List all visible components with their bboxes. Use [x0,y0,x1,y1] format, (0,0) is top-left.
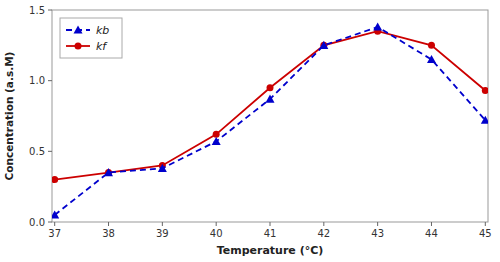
y-tick [48,10,52,11]
y-axis-label: Concentration (a.s.M) [3,52,15,181]
point [266,95,275,103]
legend-marker [74,26,83,34]
point [213,131,220,138]
point [319,41,328,49]
x-tick-label: 44 [425,228,438,239]
point [373,22,382,30]
legend-label: kb [96,24,109,37]
x-tick [162,222,163,226]
axes: 37 38 39 40 41 42 43 44 45 0.0 0.5 1.0 1.5 [29,5,492,240]
x-tick [216,222,217,226]
point [428,42,435,49]
point [104,168,113,176]
legend-marker [75,43,82,50]
y-tick-label: 0.0 [29,217,45,228]
point [158,164,167,172]
point [320,42,327,49]
x-tick [431,222,432,226]
x-tick-label: 45 [479,228,492,239]
y-tick [48,151,52,152]
x-tick-label: 40 [210,228,223,239]
x-tick [54,222,55,226]
x-tick-label: 41 [264,228,277,239]
point [267,84,274,91]
x-tick-label: 43 [371,228,384,239]
y-tick-label: 1.5 [29,5,45,16]
y-tick [48,80,52,81]
y-tick-label: 0.5 [29,146,45,157]
x-tick-label: 42 [317,228,330,239]
x-tick [270,222,271,226]
x-tick-label: 39 [156,228,169,239]
chart: 37 38 39 40 41 42 43 44 45 0.0 0.5 1.0 1.5 Temperatur… [0,0,500,262]
point [482,87,488,94]
point [427,55,436,63]
x-tick-label: 37 [48,228,61,239]
point [52,176,58,183]
x-tick-label: 38 [102,228,115,239]
point [105,169,112,176]
legend-box [60,18,122,58]
x-tick [323,222,324,226]
legend: kb kf [60,18,122,58]
y-tick [48,222,52,223]
x-tick [377,222,378,226]
point [481,116,488,124]
legend-label: kf [96,40,108,53]
x-axis-label: Temperature (°C) [217,244,324,257]
point [212,137,221,145]
point [52,210,59,218]
x-tick [108,222,109,226]
y-tick-label: 1.0 [29,75,45,86]
plot-frame [52,10,488,222]
x-tick [485,222,486,226]
